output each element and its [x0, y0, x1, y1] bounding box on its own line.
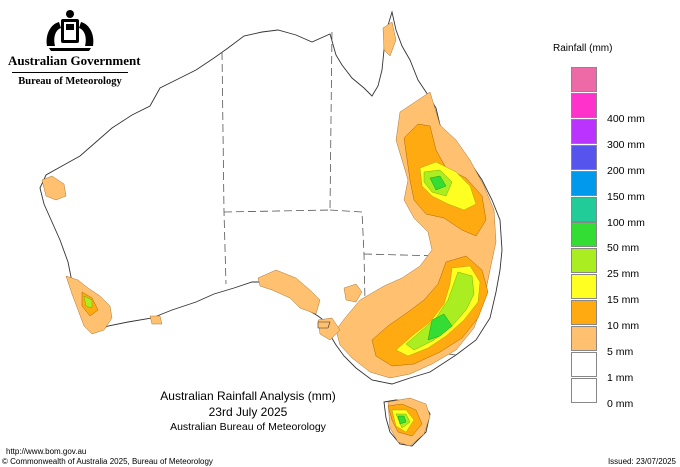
legend-swatch [571, 196, 597, 222]
legend-label: 100 mm [607, 216, 645, 229]
issued-date: Issued: 23/07/2025 [607, 457, 676, 466]
header-divider [12, 72, 128, 73]
legend-label: 400 mm [607, 112, 645, 125]
legend-swatch [571, 377, 597, 403]
legend-label: 15 mm [607, 294, 640, 307]
government-logo-block: Australian Government Bureau of Meteorol… [8, 8, 141, 87]
legend-label: 300 mm [607, 138, 645, 151]
legend-swatch [571, 222, 597, 248]
legend-label: 10 mm [607, 320, 640, 333]
legend-swatch [571, 118, 597, 144]
legend-label: 25 mm [607, 268, 640, 281]
map-title-block: Australian Rainfall Analysis (mm) 23rd J… [128, 388, 368, 435]
legend-label: 150 mm [607, 190, 645, 203]
legend-swatch [571, 326, 597, 351]
legend-swatch [571, 274, 597, 300]
legend-swatch [571, 300, 597, 326]
coat-of-arms-icon [46, 10, 94, 51]
legend-swatch [571, 351, 597, 377]
map-title: Australian Rainfall Analysis (mm) [160, 389, 336, 403]
bom-url: http://www.bom.gov.au [6, 447, 87, 456]
legend-swatch [571, 67, 597, 92]
legend-swatch [571, 92, 597, 118]
map-source: Australian Bureau of Meteorology [170, 421, 326, 433]
legend-swatch [571, 170, 597, 196]
legend-label: 1 mm [607, 371, 634, 384]
legend-swatch [571, 248, 597, 274]
bureau-name: Bureau of Meteorology [18, 76, 122, 87]
copyright-notice: © Commonwealth of Australia 2025, Bureau… [2, 457, 213, 466]
legend-title: Rainfall (mm) [553, 43, 613, 54]
map-date: 23rd July 2025 [208, 405, 288, 419]
legend-label: 200 mm [607, 164, 645, 177]
legend-swatch [571, 144, 597, 170]
rainfall-25mm-areas [397, 175, 453, 425]
government-name: Australian Government [8, 53, 141, 68]
legend-label: 0 mm [607, 397, 634, 410]
kangaroo-island [317, 321, 331, 329]
legend-label: 50 mm [607, 242, 640, 255]
legend-label: 5 mm [607, 346, 634, 358]
